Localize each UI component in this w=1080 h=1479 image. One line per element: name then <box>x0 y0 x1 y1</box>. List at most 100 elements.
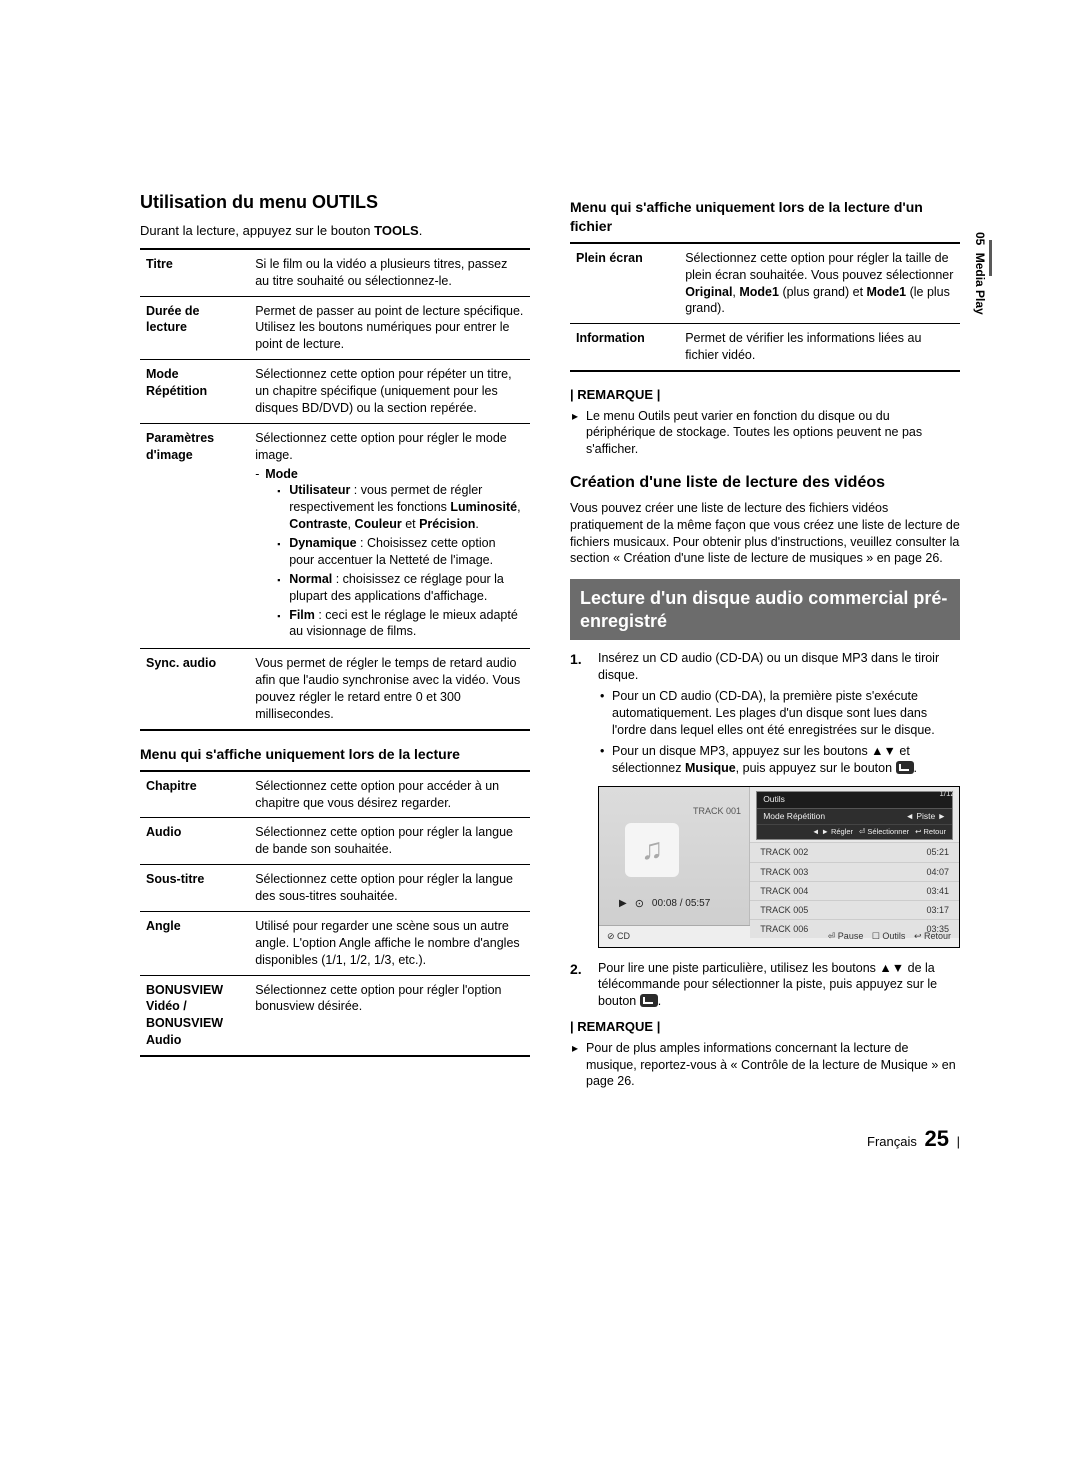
remarque-list-1: Le menu Outils peut varier en fonction d… <box>570 408 960 459</box>
playback-only-table: ChapitreSélectionnez cette option pour a… <box>140 770 530 1057</box>
key-parametres: Paramètres d'image <box>140 423 249 649</box>
play-status-row: ▶ ⊙ 00:08 / 05:57 <box>619 897 710 912</box>
remarque-label-2: | REMARQUE | <box>570 1018 960 1036</box>
key-soustitre: Sous-titre <box>140 865 249 912</box>
step-2-number: 2. <box>570 960 582 979</box>
val-pleinecran: Sélectionnez cette option pour régler la… <box>679 243 960 324</box>
play-icon: ▶ <box>619 897 627 911</box>
track-list: TRACK 00205:21 TRACK 00304:07 TRACK 0040… <box>750 842 959 938</box>
chapter-number: 05 <box>973 232 987 245</box>
player-top: ♫ TRACK 001 ▶ ⊙ 00:08 / 05:57 <box>599 787 959 925</box>
bottom-right-controls: ⏎ Pause ☐ Outils ↩ Retour <box>822 930 951 942</box>
tools-popup-row-label: Mode Répétition <box>763 811 825 822</box>
step-1: 1. Insérez un CD audio (CD-DA) ou un dis… <box>570 650 960 947</box>
music-note-icon: ♫ <box>625 823 679 877</box>
val-audio: Sélectionnez cette option pour régler la… <box>249 818 530 865</box>
key-information: Information <box>570 324 679 371</box>
tools-foot-regler: ◄ ► Régler <box>812 827 853 837</box>
mode-items: Utilisateur : vous permet de régler resp… <box>265 482 524 640</box>
key-sync: Sync. audio <box>140 649 249 730</box>
audio-cd-heading: Lecture d'un disque audio commercial pré… <box>570 579 960 640</box>
bottom-left-label: ⊘ CD <box>607 930 630 942</box>
val-parametres: Sélectionnez cette option pour régler le… <box>249 423 530 649</box>
chapter-tab: 05 Media Play <box>972 232 988 315</box>
val-information: Permet de vérifier les informations liée… <box>679 324 960 371</box>
val-duree: Permet de passer au point de lecture spé… <box>249 296 530 360</box>
columns: Utilisation du menu OUTILS Durant la lec… <box>140 190 960 1094</box>
mode-dynamique: Dynamique : Choisissez cette option pour… <box>277 535 524 569</box>
tools-foot-retour: ↩ Retour <box>915 827 946 837</box>
btn-outils: ☐ Outils <box>872 931 906 941</box>
tools-intro: Durant la lecture, appuyez sur le bouton… <box>140 222 530 240</box>
key-titre: Titre <box>140 249 249 296</box>
track-count: 1/12 <box>939 789 955 800</box>
player-screenshot: ♫ TRACK 001 ▶ ⊙ 00:08 / 05:57 <box>598 786 960 947</box>
key-repetition: Mode Répétition <box>140 360 249 424</box>
row-sync-audio: Sync. audio Vous permet de régler le tem… <box>140 649 530 730</box>
btn-pause: ⏎ Pause <box>828 931 864 941</box>
step-2: 2. Pour lire une piste particulière, uti… <box>570 960 960 1011</box>
page: 05 Media Play Utilisation du menu OUTILS… <box>0 0 1080 1214</box>
tools-options-table: Titre Si le film ou la vidéo a plusieurs… <box>140 248 530 731</box>
remarque-item-2: Pour de plus amples informations concern… <box>570 1040 960 1091</box>
subhead-playlist: Création d'une liste de lecture des vidé… <box>570 472 960 494</box>
tools-popup-row-value: ◄ Piste ► <box>906 811 946 822</box>
key-angle: Angle <box>140 911 249 975</box>
val-sync: Vous permet de régler le temps de retard… <box>249 649 530 730</box>
current-track-label: TRACK 001 <box>693 805 741 817</box>
enter-icon <box>896 761 914 774</box>
intro-text: Durant la lecture, appuyez sur le bouton <box>140 223 374 238</box>
right-column: Menu qui s'affiche uniquement lors de la… <box>570 190 960 1094</box>
step-1-number: 1. <box>570 650 582 669</box>
remarque-list-2: Pour de plus amples informations concern… <box>570 1040 960 1091</box>
page-number: 25 <box>925 1126 949 1151</box>
track-row: TRACK 00503:17 <box>750 900 959 919</box>
steps-list: 1. Insérez un CD audio (CD-DA) ou un dis… <box>570 650 960 1010</box>
left-column: Utilisation du menu OUTILS Durant la lec… <box>140 190 530 1094</box>
row-duree: Durée de lecture Permet de passer au poi… <box>140 296 530 360</box>
val-soustitre: Sélectionnez cette option pour régler la… <box>249 865 530 912</box>
remarque-label-1: | REMARQUE | <box>570 386 960 404</box>
step-1-bullet-2: Pour un disque MP3, appuyez sur les bout… <box>598 743 960 777</box>
step-1-bullet-1: Pour un CD audio (CD-DA), la première pi… <box>598 688 960 739</box>
mode-utilisateur: Utilisateur : vous permet de régler resp… <box>277 482 524 533</box>
params-mode-list: Mode Utilisateur : vous permet de régler… <box>255 466 524 641</box>
file-only-table: Plein écran Sélectionnez cette option po… <box>570 242 960 372</box>
step-1-bullets: Pour un CD audio (CD-DA), la première pi… <box>598 688 960 776</box>
key-audio: Audio <box>140 818 249 865</box>
row-titre: Titre Si le film ou la vidéo a plusieurs… <box>140 249 530 296</box>
disc-icon: ⊙ <box>635 897 644 912</box>
key-bonusview: BONUSVIEW Vidéo / BONUSVIEW Audio <box>140 975 249 1056</box>
params-lead: Sélectionnez cette option pour régler le… <box>255 431 507 462</box>
footer-language: Français <box>867 1134 917 1149</box>
tools-menu-heading: Utilisation du menu OUTILS <box>140 190 530 214</box>
chapter-title: Media Play <box>973 253 987 315</box>
key-chapitre: Chapitre <box>140 771 249 818</box>
remarque-item-1: Le menu Outils peut varier en fonction d… <box>570 408 960 459</box>
subhead-playback-only: Menu qui s'affiche uniquement lors de la… <box>140 745 530 764</box>
subhead-file-only: Menu qui s'affiche uniquement lors de la… <box>570 198 960 236</box>
row-parametres-image: Paramètres d'image Sélectionnez cette op… <box>140 423 530 649</box>
key-duree: Durée de lecture <box>140 296 249 360</box>
mode-row: Mode Utilisateur : vous permet de régler… <box>255 466 524 641</box>
tools-keyword: TOOLS <box>374 223 419 238</box>
track-row: TRACK 00403:41 <box>750 881 959 900</box>
tools-foot-select: ⏎ Sélectionner <box>859 827 909 837</box>
val-titre: Si le film ou la vidéo a plusieurs titre… <box>249 249 530 296</box>
val-repetition: Sélectionnez cette option pour répéter u… <box>249 360 530 424</box>
key-pleinecran: Plein écran <box>570 243 679 324</box>
player-right-pane: Outils Mode Répétition ◄ Piste ► ◄ ► Régl… <box>750 787 959 925</box>
tools-popup: Outils Mode Répétition ◄ Piste ► ◄ ► Régl… <box>756 791 953 840</box>
val-angle: Utilisé pour regarder une scène sous un … <box>249 911 530 975</box>
side-marker <box>989 240 992 276</box>
enter-icon <box>640 994 658 1007</box>
footer-bar: | <box>957 1134 960 1149</box>
mode-normal: Normal : choisissez ce réglage pour la p… <box>277 571 524 605</box>
track-row: TRACK 00304:07 <box>750 862 959 881</box>
mode-film: Film : ceci est le réglage le mieux adap… <box>277 607 524 641</box>
step-1-text: Insérez un CD audio (CD-DA) ou un disque… <box>598 651 939 682</box>
player-left-pane: ♫ TRACK 001 ▶ ⊙ 00:08 / 05:57 <box>599 787 750 925</box>
btn-retour: ↩ Retour <box>914 931 951 941</box>
tools-popup-title: Outils <box>763 794 785 805</box>
page-footer: Français 25 | <box>140 1124 960 1154</box>
